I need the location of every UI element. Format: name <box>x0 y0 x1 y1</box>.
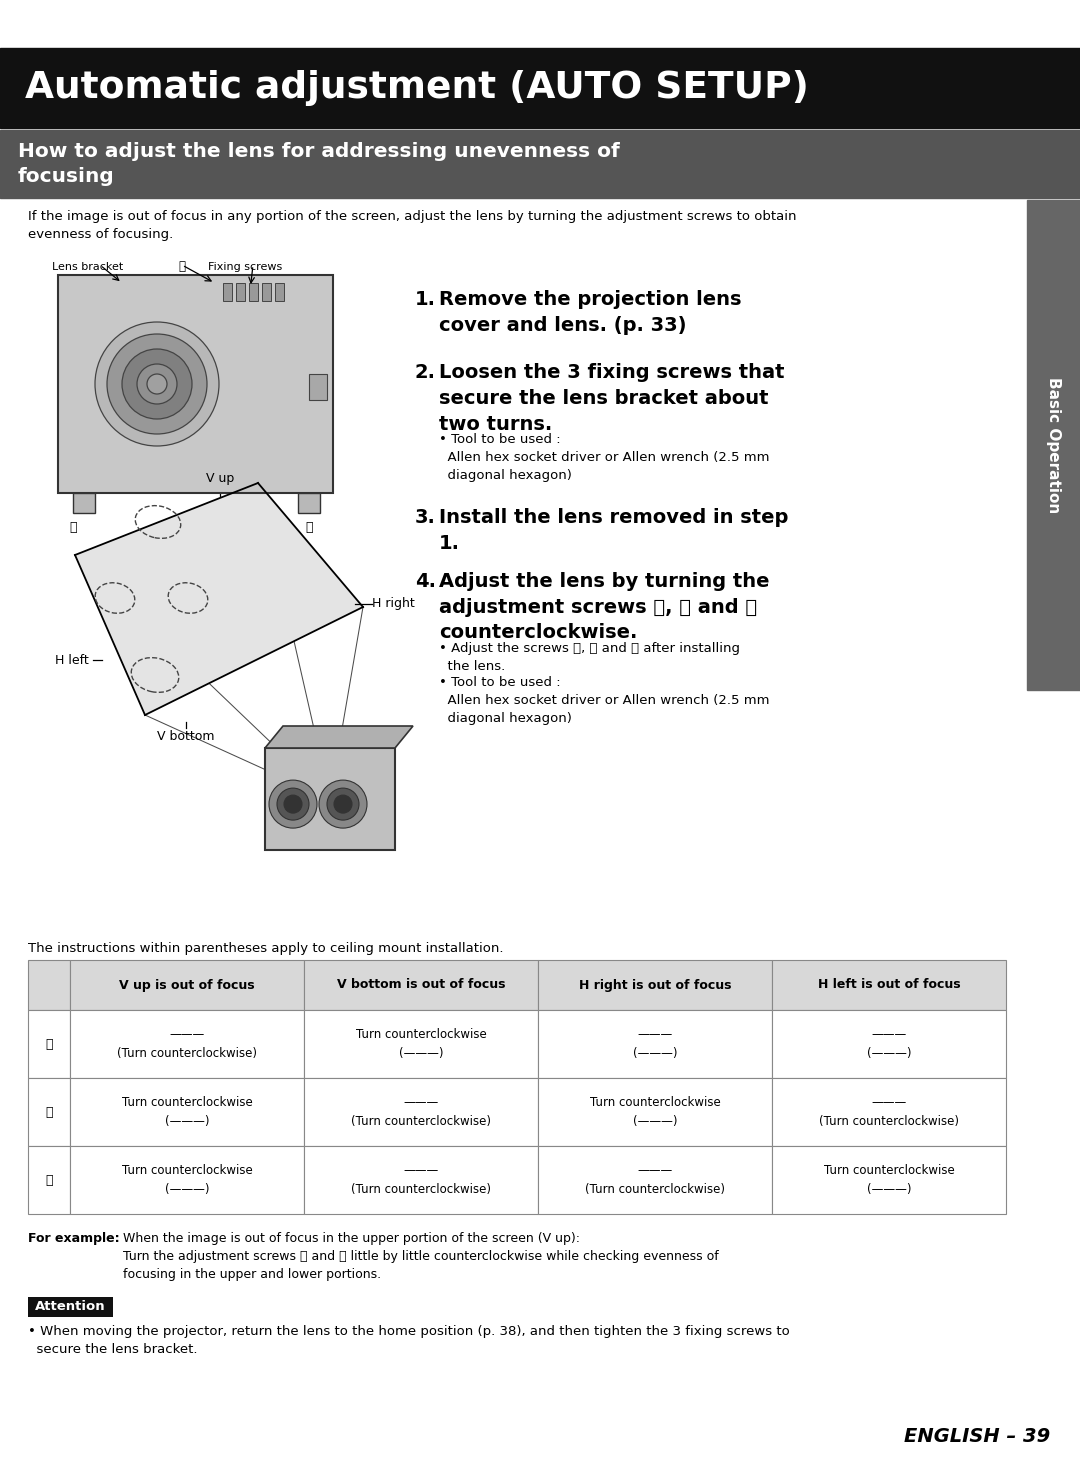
Text: V bottom is out of focus: V bottom is out of focus <box>337 978 505 992</box>
Text: Turn counterclockwise
(———): Turn counterclockwise (———) <box>824 1165 955 1196</box>
Text: Adjust the lens by turning the
adjustment screws ⓐ, ⓑ and ⓒ
counterclockwise.: Adjust the lens by turning the adjustmen… <box>438 572 769 643</box>
Text: Remove the projection lens
cover and lens. (p. 33): Remove the projection lens cover and len… <box>438 290 742 334</box>
Text: 3.: 3. <box>415 508 436 528</box>
Bar <box>1027 200 1080 690</box>
Text: H right is out of focus: H right is out of focus <box>579 978 731 992</box>
Bar <box>309 374 327 401</box>
Bar <box>28 1077 70 1145</box>
Text: H right: H right <box>372 597 415 610</box>
Bar <box>70 1009 303 1077</box>
Bar <box>222 282 232 302</box>
Polygon shape <box>75 483 363 715</box>
Text: ———
(———): ——— (———) <box>867 1029 912 1060</box>
Circle shape <box>319 780 367 828</box>
Circle shape <box>95 322 219 446</box>
Bar <box>772 1009 1005 1077</box>
Text: ⓐ: ⓐ <box>45 1038 53 1051</box>
Bar <box>265 748 395 850</box>
Text: H left: H left <box>55 653 89 667</box>
Bar <box>538 961 772 1009</box>
Bar <box>28 1009 70 1077</box>
Text: When the image is out of focus in the upper portion of the screen (V up):
Turn t: When the image is out of focus in the up… <box>123 1233 719 1281</box>
Text: 4.: 4. <box>415 572 436 591</box>
Bar <box>28 961 70 1009</box>
Circle shape <box>327 788 359 820</box>
Bar <box>303 1009 538 1077</box>
Text: V up: V up <box>206 471 234 485</box>
Text: ⓒ: ⓒ <box>306 522 313 534</box>
Circle shape <box>137 364 177 403</box>
Text: ⓑ: ⓑ <box>69 522 77 534</box>
Bar <box>772 961 1005 1009</box>
Text: Lens bracket: Lens bracket <box>52 262 123 272</box>
Text: Install the lens removed in step
1.: Install the lens removed in step 1. <box>438 508 788 553</box>
Text: ⓒ: ⓒ <box>45 1174 53 1187</box>
Polygon shape <box>265 726 413 748</box>
Text: 1.: 1. <box>415 290 436 309</box>
Circle shape <box>122 349 192 418</box>
Text: The instructions within parentheses apply to ceiling mount installation.: The instructions within parentheses appl… <box>28 941 503 955</box>
Bar <box>70 961 303 1009</box>
Bar <box>28 1145 70 1213</box>
Bar <box>772 1145 1005 1213</box>
Text: • Tool to be used :
  Allen hex socket driver or Allen wrench (2.5 mm
  diagonal: • Tool to be used : Allen hex socket dri… <box>438 433 769 482</box>
Bar <box>262 282 271 302</box>
Text: • Adjust the screws ⓐ, ⓑ and ⓒ after installing
  the lens.: • Adjust the screws ⓐ, ⓑ and ⓒ after ins… <box>438 641 740 672</box>
Bar <box>303 1145 538 1213</box>
Text: For example:: For example: <box>28 1233 120 1244</box>
Bar <box>298 494 320 513</box>
Text: ———
(Turn counterclockwise): ——— (Turn counterclockwise) <box>585 1165 725 1196</box>
Bar <box>772 1077 1005 1145</box>
Text: ⓑ: ⓑ <box>45 1106 53 1119</box>
Bar <box>538 1145 772 1213</box>
Text: If the image is out of focus in any portion of the screen, adjust the lens by tu: If the image is out of focus in any port… <box>28 210 797 241</box>
Bar <box>303 961 538 1009</box>
Text: Turn counterclockwise
(———): Turn counterclockwise (———) <box>355 1029 486 1060</box>
Bar <box>0 130 1080 198</box>
Text: ———
(Turn counterclockwise): ——— (Turn counterclockwise) <box>117 1029 257 1060</box>
Bar <box>70 1145 303 1213</box>
Text: Loosen the 3 fixing screws that
secure the lens bracket about
two turns.: Loosen the 3 fixing screws that secure t… <box>438 364 784 433</box>
Circle shape <box>269 780 318 828</box>
Text: V bottom: V bottom <box>158 730 215 743</box>
Bar <box>58 275 333 494</box>
Text: V up is out of focus: V up is out of focus <box>119 978 255 992</box>
Bar <box>249 282 258 302</box>
Text: Turn counterclockwise
(———): Turn counterclockwise (———) <box>122 1165 253 1196</box>
Text: ⓐ: ⓐ <box>178 260 186 273</box>
Text: Basic Operation: Basic Operation <box>1047 377 1061 513</box>
Text: ENGLISH – 39: ENGLISH – 39 <box>904 1426 1050 1445</box>
Text: • Tool to be used :
  Allen hex socket driver or Allen wrench (2.5 mm
  diagonal: • Tool to be used : Allen hex socket dri… <box>438 675 769 726</box>
Circle shape <box>334 795 352 813</box>
Circle shape <box>276 788 309 820</box>
Bar <box>303 1077 538 1145</box>
Text: ———
(———): ——— (———) <box>633 1029 677 1060</box>
Bar <box>538 1009 772 1077</box>
Bar <box>275 282 284 302</box>
Text: Turn counterclockwise
(———): Turn counterclockwise (———) <box>122 1097 253 1128</box>
Text: • When moving the projector, return the lens to the home position (p. 38), and t: • When moving the projector, return the … <box>28 1324 789 1355</box>
Text: Attention: Attention <box>35 1301 106 1314</box>
Circle shape <box>147 374 167 395</box>
Bar <box>0 47 1080 129</box>
Bar <box>28 1298 113 1317</box>
Text: ———
(Turn counterclockwise): ——— (Turn counterclockwise) <box>819 1097 959 1128</box>
Text: H left is out of focus: H left is out of focus <box>818 978 960 992</box>
Text: Automatic adjustment (AUTO SETUP): Automatic adjustment (AUTO SETUP) <box>25 69 809 106</box>
Text: How to adjust the lens for addressing unevenness of
focusing: How to adjust the lens for addressing un… <box>18 142 620 186</box>
Text: Fixing screws: Fixing screws <box>208 262 282 272</box>
Bar <box>237 282 245 302</box>
Text: ———
(Turn counterclockwise): ——— (Turn counterclockwise) <box>351 1165 491 1196</box>
Bar <box>70 1077 303 1145</box>
Text: 2.: 2. <box>415 364 436 381</box>
Circle shape <box>107 334 207 435</box>
Bar <box>73 494 95 513</box>
Bar <box>538 1077 772 1145</box>
Text: Turn counterclockwise
(———): Turn counterclockwise (———) <box>590 1097 720 1128</box>
Circle shape <box>284 795 302 813</box>
Text: ———
(Turn counterclockwise): ——— (Turn counterclockwise) <box>351 1097 491 1128</box>
